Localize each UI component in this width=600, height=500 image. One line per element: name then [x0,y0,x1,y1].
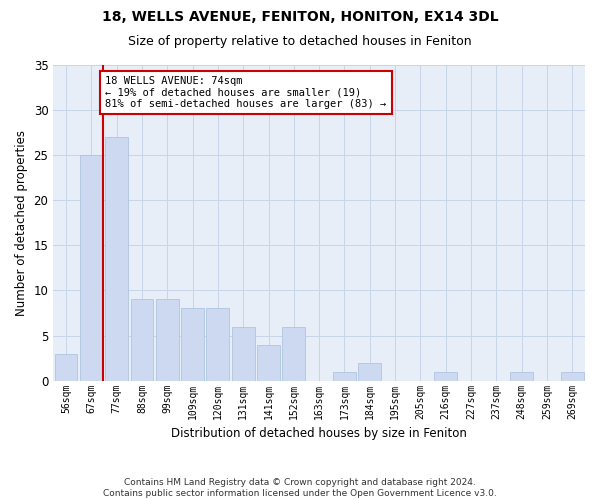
Text: Size of property relative to detached houses in Feniton: Size of property relative to detached ho… [128,35,472,48]
Y-axis label: Number of detached properties: Number of detached properties [15,130,28,316]
Text: 18 WELLS AVENUE: 74sqm
← 19% of detached houses are smaller (19)
81% of semi-det: 18 WELLS AVENUE: 74sqm ← 19% of detached… [105,76,386,109]
Bar [358,362,381,380]
Bar [206,308,229,380]
Bar [55,354,77,380]
Bar [434,372,457,380]
Bar [181,308,204,380]
Text: 18, WELLS AVENUE, FENITON, HONITON, EX14 3DL: 18, WELLS AVENUE, FENITON, HONITON, EX14… [101,10,499,24]
Bar [80,155,103,380]
Bar [511,372,533,380]
Bar [561,372,584,380]
Bar [105,137,128,380]
Bar [232,326,254,380]
Text: Contains HM Land Registry data © Crown copyright and database right 2024.
Contai: Contains HM Land Registry data © Crown c… [103,478,497,498]
Bar [131,300,154,380]
Bar [333,372,356,380]
Bar [257,344,280,380]
Bar [283,326,305,380]
Bar [156,300,179,380]
X-axis label: Distribution of detached houses by size in Feniton: Distribution of detached houses by size … [171,427,467,440]
